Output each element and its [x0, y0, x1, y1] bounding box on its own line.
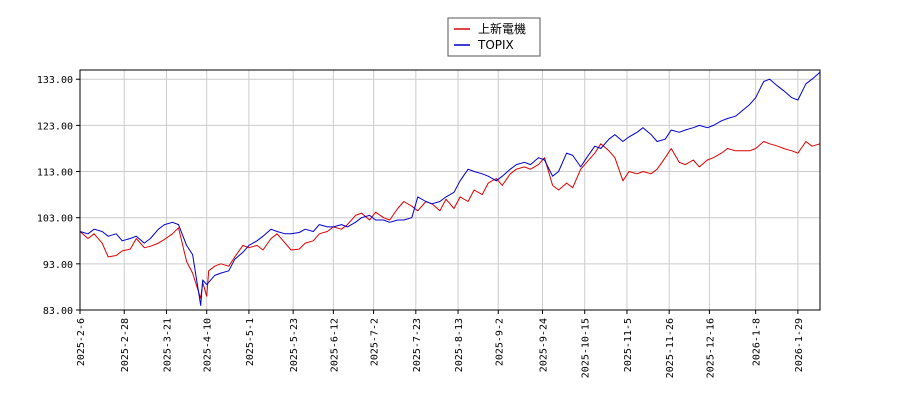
y-tick-label: 93.00 — [43, 260, 73, 271]
x-tick-label: 2025-11-26 — [665, 318, 676, 378]
x-tick-label: 2025-4-10 — [203, 318, 214, 372]
legend-label-series-1: TOPIX — [477, 38, 514, 52]
y-tick-label: 123.00 — [37, 121, 73, 132]
y-axis-ticks: 83.00 93.00 103.00 113.00 123.00 133.00 — [37, 75, 80, 317]
series-line-topix — [79, 71, 821, 306]
legend-label-series-0: 上新電機 — [478, 21, 526, 36]
x-tick-label: 2025-5-23 — [289, 318, 300, 372]
y-tick-label: 133.00 — [37, 75, 73, 86]
x-tick-label: 2025-9-2 — [494, 318, 505, 366]
x-tick-label: 2026-1-8 — [752, 318, 763, 366]
x-tick-label: 2025-9-24 — [539, 318, 550, 372]
plot-frame — [79, 69, 821, 311]
x-tick-label: 2025-7-23 — [412, 318, 423, 372]
x-axis-ticks: 2025-2-6 2025-2-28 2025-3-21 2025-4-10 2025-… — [76, 310, 805, 378]
x-tick-label: 2025-2-6 — [76, 318, 87, 366]
x-tick-label: 2025-7-2 — [370, 318, 381, 366]
x-tick-label: 2026-1-29 — [794, 318, 805, 372]
x-tick-label: 2025-6-12 — [329, 318, 340, 372]
y-tick-label: 113.00 — [37, 168, 73, 179]
series-lines — [79, 71, 821, 306]
x-tick-label: 2025-5-1 — [245, 318, 256, 366]
x-tick-label: 2025-3-21 — [162, 318, 173, 372]
x-tick-label: 2025-11-5 — [623, 318, 634, 372]
legend: 上新電機 TOPIX — [447, 17, 541, 57]
grid-lines — [79, 70, 820, 311]
x-tick-label: 2025-12-16 — [705, 318, 716, 378]
x-tick-label: 2025-2-28 — [120, 318, 131, 372]
legend-box — [447, 17, 541, 57]
x-tick-label: 2025-8-13 — [454, 318, 465, 372]
y-tick-label: 83.00 — [43, 306, 73, 317]
x-tick-label: 2025-10-15 — [581, 318, 592, 378]
y-tick-label: 103.00 — [37, 214, 73, 225]
